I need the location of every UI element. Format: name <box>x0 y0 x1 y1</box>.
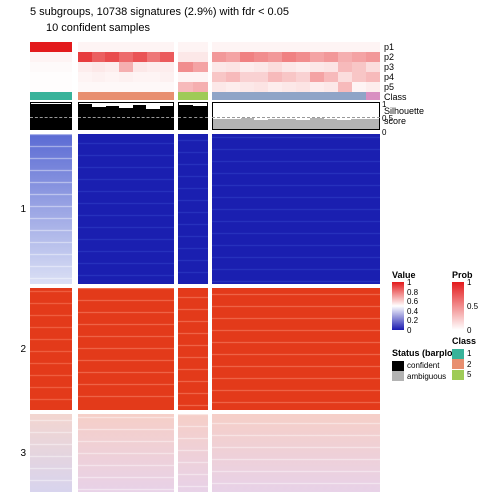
prob-row-p3 <box>212 62 380 72</box>
heatmap-section-3 <box>212 414 380 492</box>
heatmap-block <box>30 134 72 492</box>
heatmap-section-2 <box>30 288 72 410</box>
prob-row-p4 <box>178 72 208 82</box>
sil-tick: 1 <box>382 100 386 109</box>
heatmap-section-2 <box>78 288 174 410</box>
annot-label-Class: Class <box>384 92 407 102</box>
legend-class: Class125 <box>452 336 476 380</box>
heatmap-section-3 <box>178 414 208 492</box>
prob-row-p1 <box>212 42 380 52</box>
heatmap-section-3 <box>30 414 72 492</box>
prob-row-p4 <box>78 72 174 82</box>
heatmap-block <box>178 134 208 492</box>
annot-label-p1: p1 <box>384 42 394 52</box>
class-row <box>78 92 174 100</box>
legend-value: Value10.80.60.40.20 <box>392 270 416 330</box>
heatmap-section-2 <box>212 288 380 410</box>
row-group-label-1: 1 <box>2 204 26 215</box>
column-block-1 <box>78 42 174 492</box>
annot-label-p2: p2 <box>384 52 394 62</box>
row-group-label-2: 2 <box>2 344 26 355</box>
column-block-0 <box>30 42 72 492</box>
class-row <box>178 92 208 100</box>
prob-row-p3 <box>78 62 174 72</box>
prob-row-p4 <box>212 72 380 82</box>
silhouette-block <box>30 102 72 130</box>
annot-label-p5: p5 <box>384 82 394 92</box>
heatmap-section-3 <box>78 414 174 492</box>
prob-row-p3 <box>30 62 72 72</box>
class-row <box>30 92 72 100</box>
sil-dash <box>212 117 380 118</box>
silhouette-block <box>78 102 174 130</box>
figure: 5 subgroups, 10738 signatures (2.9%) wit… <box>0 0 504 504</box>
prob-row-p5 <box>178 82 208 92</box>
column-block-2 <box>178 42 208 492</box>
title: 5 subgroups, 10738 signatures (2.9%) wit… <box>30 6 289 18</box>
heatmap-section-1 <box>212 134 380 284</box>
subtitle: 10 confident samples <box>46 22 150 34</box>
prob-row-p5 <box>212 82 380 92</box>
prob-row-p5 <box>78 82 174 92</box>
heatmap-section-1 <box>178 134 208 284</box>
prob-row-p2 <box>212 52 380 62</box>
prob-row-p5 <box>30 82 72 92</box>
prob-row-p4 <box>30 72 72 82</box>
prob-row-p1 <box>178 42 208 52</box>
sil-dash <box>178 117 208 118</box>
heatmap-section-1 <box>78 134 174 284</box>
prob-row-p1 <box>30 42 72 52</box>
prob-row-p1 <box>78 42 174 52</box>
heatmap-section-1 <box>30 134 72 284</box>
annot-label-p3: p3 <box>384 62 394 72</box>
sil-dash <box>30 117 72 118</box>
sil-tick: 0.5 <box>382 114 393 123</box>
prob-row-p2 <box>178 52 208 62</box>
prob-row-p3 <box>178 62 208 72</box>
silhouette-block <box>178 102 208 130</box>
annot-label-p4: p4 <box>384 72 394 82</box>
row-group-label-3: 3 <box>2 448 26 459</box>
sil-tick: 0 <box>382 128 386 137</box>
column-block-3 <box>212 42 380 492</box>
prob-row-p2 <box>78 52 174 62</box>
prob-row-p2 <box>30 52 72 62</box>
heatmap-section-2 <box>178 288 208 410</box>
main-plot <box>30 42 380 492</box>
silhouette-block <box>212 102 380 130</box>
legend-prob: Prob10.50 <box>452 270 473 330</box>
sil-dash <box>78 117 174 118</box>
class-row <box>212 92 380 100</box>
heatmap-block <box>212 134 380 492</box>
heatmap-block <box>78 134 174 492</box>
